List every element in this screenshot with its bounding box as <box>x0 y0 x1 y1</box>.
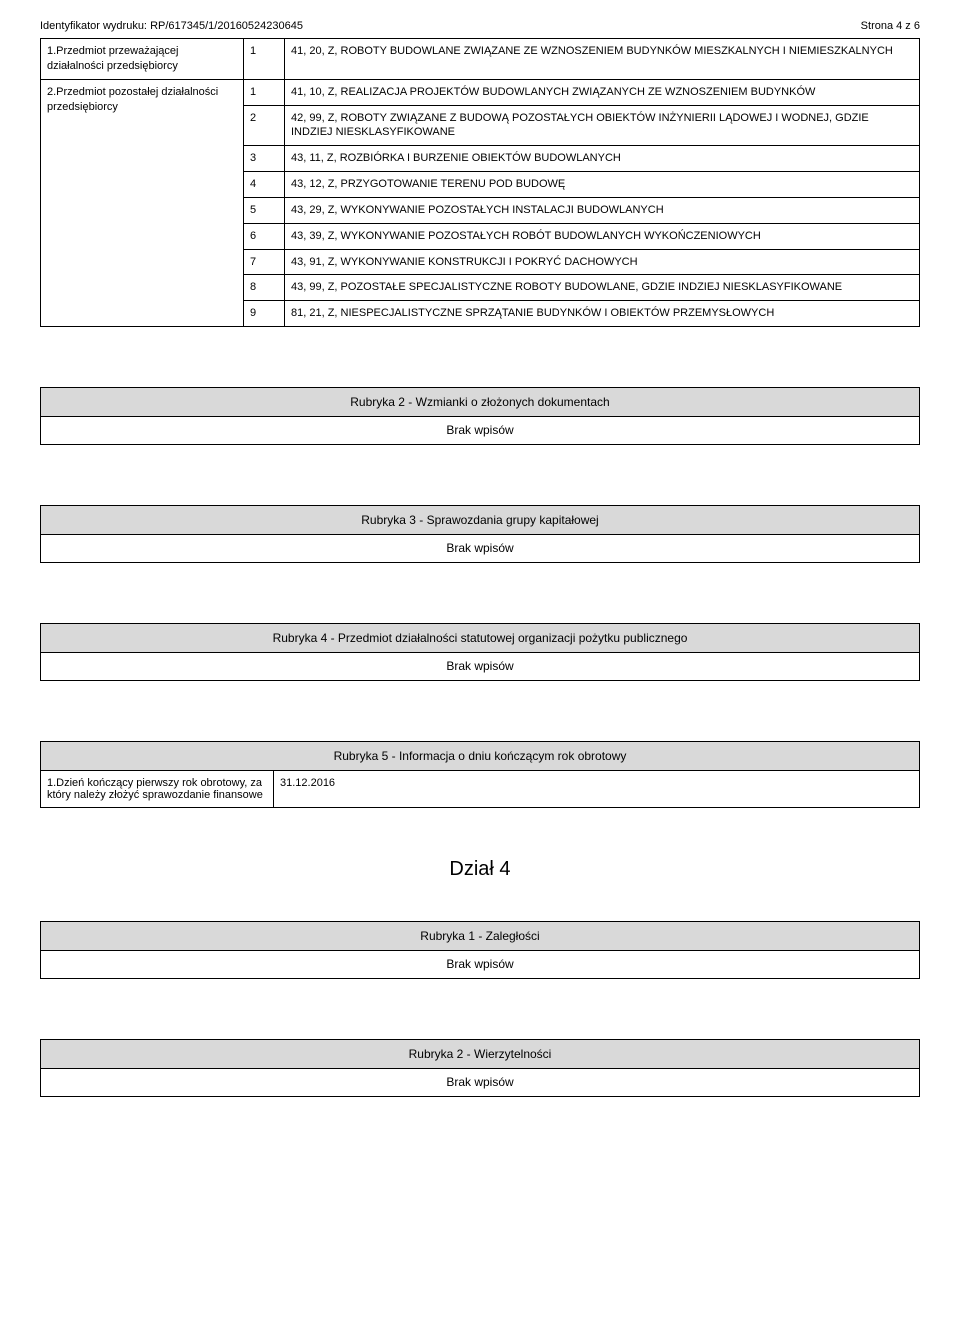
page-header: Identyfikator wydruku: RP/617345/1/20160… <box>40 20 920 32</box>
identifier-value: RP/617345/1/20160524230645 <box>150 20 303 32</box>
rubric-1-d4: Rubryka 1 - Zaległości <box>40 921 920 951</box>
activity-row-text: 43, 11, Z, ROZBIÓRKA I BURZENIE OBIEKTÓW… <box>285 146 920 172</box>
activity-row-text: 41, 10, Z, REALIZACJA PROJEKTÓW BUDOWLAN… <box>285 79 920 105</box>
activity-row-number: 1 <box>244 79 285 105</box>
activity-row-text: 43, 99, Z, POZOSTAŁE SPECJALISTYCZNE ROB… <box>285 275 920 301</box>
activity-row-number: 5 <box>244 197 285 223</box>
rubric-2-d4: Rubryka 2 - Wierzytelności <box>40 1039 920 1069</box>
rubric-5-title: Rubryka 5 - Informacja o dniu kończącym … <box>41 742 920 771</box>
activity-group-label: 1.Przedmiot przeważającej działalności p… <box>41 39 244 80</box>
activity-row-text: 43, 29, Z, WYKONYWANIE POZOSTAŁYCH INSTA… <box>285 197 920 223</box>
activity-row-number: 7 <box>244 249 285 275</box>
activity-row-text: 81, 21, Z, NIESPECJALISTYCZNE SPRZĄTANIE… <box>285 301 920 327</box>
rubric-4: Rubryka 4 - Przedmiot działalności statu… <box>40 623 920 653</box>
rubric-2-empty: Brak wpisów <box>40 416 920 445</box>
activity-row-number: 8 <box>244 275 285 301</box>
rubric-4-title: Rubryka 4 - Przedmiot działalności statu… <box>41 624 920 653</box>
activity-group-label: 2.Przedmiot pozostałej działalności prze… <box>41 79 244 326</box>
rubric-2: Rubryka 2 - Wzmianki o złożonych dokumen… <box>40 387 920 417</box>
rubric-1-d4-empty: Brak wpisów <box>40 950 920 979</box>
rubric-4-brak: Brak wpisów <box>41 652 920 681</box>
rubric-2-title: Rubryka 2 - Wzmianki o złożonych dokumen… <box>41 388 920 417</box>
rubric-5-value: 31.12.2016 <box>274 771 920 808</box>
page-number: Strona 4 z 6 <box>861 20 920 32</box>
rubric-2-d4-empty: Brak wpisów <box>40 1068 920 1097</box>
print-identifier: Identyfikator wydruku: RP/617345/1/20160… <box>40 20 303 32</box>
rubric-3-empty: Brak wpisów <box>40 534 920 563</box>
activity-row-number: 1 <box>244 39 285 80</box>
activity-row-number: 6 <box>244 223 285 249</box>
rubric-2-brak: Brak wpisów <box>41 416 920 445</box>
activity-row-text: 43, 91, Z, WYKONYWANIE KONSTRUKCJI I POK… <box>285 249 920 275</box>
section-4-title: Dział 4 <box>40 858 920 881</box>
activity-row-text: 41, 20, Z, ROBOTY BUDOWLANE ZWIĄZANE ZE … <box>285 39 920 80</box>
rubric-1-d4-title: Rubryka 1 - Zaległości <box>41 922 920 951</box>
identifier-label: Identyfikator wydruku: <box>40 20 147 32</box>
activity-row-number: 2 <box>244 105 285 146</box>
rubric-2-d4-brak: Brak wpisów <box>41 1068 920 1097</box>
activity-row-text: 43, 39, Z, WYKONYWANIE POZOSTAŁYCH ROBÓT… <box>285 223 920 249</box>
activity-row-text: 42, 99, Z, ROBOTY ZWIĄZANE Z BUDOWĄ POZO… <box>285 105 920 146</box>
rubric-3-title: Rubryka 3 - Sprawozdania grupy kapitałow… <box>41 506 920 535</box>
page: Identyfikator wydruku: RP/617345/1/20160… <box>0 0 960 1157</box>
rubric-4-empty: Brak wpisów <box>40 652 920 681</box>
rubric-5-label: 1.Dzień kończący pierwszy rok obrotowy, … <box>41 771 274 808</box>
activity-row-text: 43, 12, Z, PRZYGOTOWANIE TERENU POD BUDO… <box>285 172 920 198</box>
activities-table: 1.Przedmiot przeważającej działalności p… <box>40 38 920 327</box>
rubric-1-d4-brak: Brak wpisów <box>41 950 920 979</box>
rubric-2-d4-title: Rubryka 2 - Wierzytelności <box>41 1040 920 1069</box>
rubric-5: Rubryka 5 - Informacja o dniu kończącym … <box>40 741 920 808</box>
rubric-3-brak: Brak wpisów <box>41 534 920 563</box>
rubric-3: Rubryka 3 - Sprawozdania grupy kapitałow… <box>40 505 920 535</box>
activity-row-number: 3 <box>244 146 285 172</box>
activity-row-number: 9 <box>244 301 285 327</box>
activity-row-number: 4 <box>244 172 285 198</box>
